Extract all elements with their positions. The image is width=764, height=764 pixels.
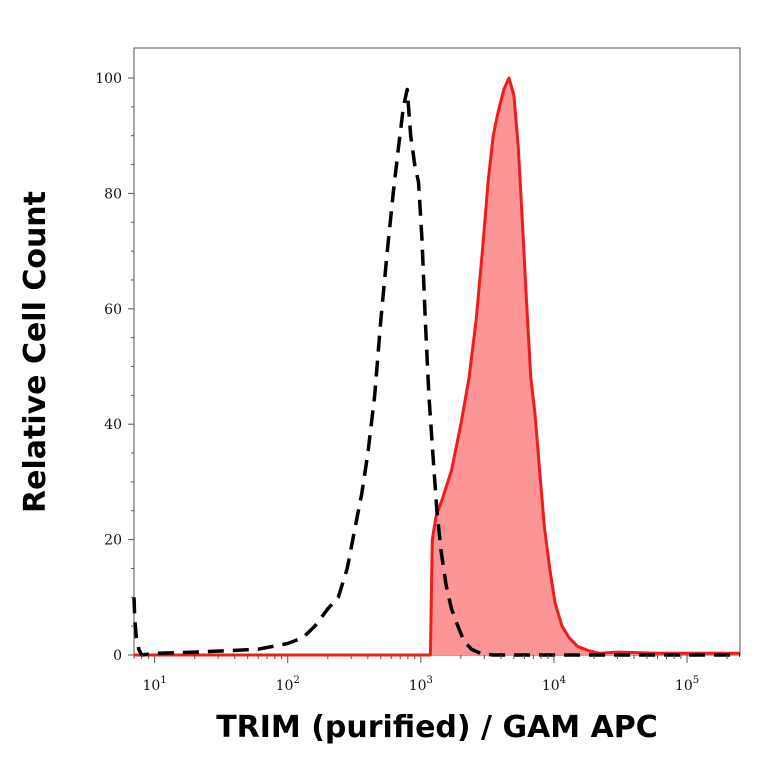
x-tick-label: 104 (542, 675, 566, 694)
y-tick-label: 100 (95, 71, 122, 87)
x-tick-label: 103 (409, 675, 433, 694)
x-tick-label: 102 (276, 675, 300, 694)
series-isotype-control-line (132, 87, 740, 657)
x-tick-label: 105 (675, 675, 699, 694)
y-tick-label: 40 (104, 417, 122, 433)
series-layer (132, 76, 740, 657)
y-tick-label: 0 (113, 648, 122, 664)
y-tick-label: 20 (104, 533, 122, 549)
series-stained-line (134, 76, 740, 657)
x-axis-title: TRIM (purified) / GAM APC (216, 710, 658, 745)
x-axis: 101 102 103 104 105 (133, 655, 728, 694)
x-tick-label: 101 (143, 675, 167, 694)
y-tick-label: 80 (104, 186, 122, 202)
y-axis-title: Relative Cell Count (18, 191, 53, 513)
series-stained-area (134, 78, 740, 655)
y-axis: 0 20 40 60 80 100 (95, 71, 134, 664)
y-tick-label: 60 (104, 302, 122, 318)
